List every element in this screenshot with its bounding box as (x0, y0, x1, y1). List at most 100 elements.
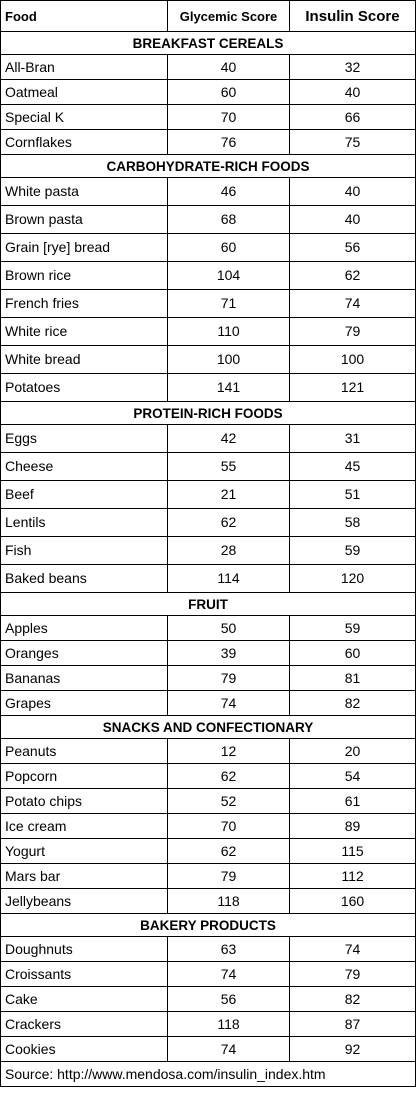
table-header-row: Food Glycemic Score Insulin Score (0, 0, 416, 32)
food-name-cell: Cake (0, 986, 168, 1012)
food-name-cell: Peanuts (0, 738, 168, 764)
table-row: Cheese 55 45 (0, 452, 416, 481)
food-name-cell: Doughnuts (0, 936, 168, 962)
insulin-score-cell: 92 (289, 1036, 416, 1062)
table-row: Apples 50 59 (0, 615, 416, 641)
insulin-score-cell: 75 (289, 129, 416, 155)
glycemic-score-cell: 79 (167, 863, 290, 889)
food-name-cell: White pasta (0, 177, 168, 206)
section-title: PROTEIN-RICH FOODS (0, 401, 416, 425)
table-row: Cake 56 82 (0, 986, 416, 1012)
food-name-cell: Cornflakes (0, 129, 168, 155)
table-row: White bread 100 100 (0, 345, 416, 374)
insulin-score-cell: 40 (289, 79, 416, 105)
table-row: Potato chips 52 61 (0, 788, 416, 814)
glycemic-score-cell: 46 (167, 177, 290, 206)
table-row: Brown pasta 68 40 (0, 205, 416, 234)
header-food: Food (0, 0, 168, 32)
insulin-score-cell: 115 (289, 838, 416, 864)
glycemic-score-cell: 42 (167, 424, 290, 453)
insulin-score-cell: 74 (289, 289, 416, 318)
glycemic-score-cell: 68 (167, 205, 290, 234)
glycemic-score-cell: 21 (167, 480, 290, 509)
section-header-row: BREAKFAST CEREALS (0, 31, 416, 55)
insulin-score-cell: 89 (289, 813, 416, 839)
glycemic-score-cell: 50 (167, 615, 290, 641)
glycemic-score-cell: 62 (167, 763, 290, 789)
table-row: Potatoes 141 121 (0, 373, 416, 402)
table-row: Bananas 79 81 (0, 665, 416, 691)
table-body: BREAKFAST CEREALS All-Bran 40 32 Oatmeal 60 40… (0, 31, 416, 1062)
food-name-cell: Popcorn (0, 763, 168, 789)
insulin-score-cell: 100 (289, 345, 416, 374)
glycemic-score-cell: 74 (167, 690, 290, 716)
food-name-cell: French fries (0, 289, 168, 318)
glycemic-score-cell: 40 (167, 54, 290, 80)
section-title: BAKERY PRODUCTS (0, 913, 416, 937)
insulin-score-cell: 120 (289, 564, 416, 593)
insulin-score-cell: 66 (289, 104, 416, 130)
table-row: Baked beans 114 120 (0, 564, 416, 593)
table-row: Beef 21 51 (0, 480, 416, 509)
header-glycemic-score: Glycemic Score (167, 0, 290, 32)
food-name-cell: Croissants (0, 961, 168, 987)
glycemic-score-cell: 52 (167, 788, 290, 814)
insulin-score-cell: 79 (289, 961, 416, 987)
food-name-cell: Beef (0, 480, 168, 509)
food-name-cell: Fish (0, 536, 168, 565)
section-title: SNACKS AND CONFECTIONARY (0, 715, 416, 739)
glycemic-score-cell: 104 (167, 261, 290, 290)
food-name-cell: Crackers (0, 1011, 168, 1037)
food-name-cell: Jellybeans (0, 888, 168, 914)
glycemic-score-cell: 141 (167, 373, 290, 402)
glycemic-score-cell: 100 (167, 345, 290, 374)
section-header-row: PROTEIN-RICH FOODS (0, 401, 416, 425)
table-row: White rice 110 79 (0, 317, 416, 346)
table-row: French fries 71 74 (0, 289, 416, 318)
table-row: Oatmeal 60 40 (0, 79, 416, 105)
glycemic-score-cell: 28 (167, 536, 290, 565)
table-row: Cornflakes 76 75 (0, 129, 416, 155)
glycemic-score-cell: 110 (167, 317, 290, 346)
insulin-score-cell: 32 (289, 54, 416, 80)
food-name-cell: Potato chips (0, 788, 168, 814)
insulin-score-cell: 160 (289, 888, 416, 914)
food-name-cell: Eggs (0, 424, 168, 453)
food-name-cell: Potatoes (0, 373, 168, 402)
food-name-cell: Grain [rye] bread (0, 233, 168, 262)
table-row: Peanuts 12 20 (0, 738, 416, 764)
insulin-score-cell: 54 (289, 763, 416, 789)
insulin-score-cell: 20 (289, 738, 416, 764)
section-header-row: BAKERY PRODUCTS (0, 913, 416, 937)
source-row: Source: http://www.mendosa.com/insulin_i… (0, 1061, 416, 1087)
food-name-cell: Grapes (0, 690, 168, 716)
food-name-cell: Oatmeal (0, 79, 168, 105)
glycemic-score-cell: 12 (167, 738, 290, 764)
table-row: Yogurt 62 115 (0, 838, 416, 864)
glycemic-score-cell: 60 (167, 79, 290, 105)
table-row: Oranges 39 60 (0, 640, 416, 666)
table-row: White pasta 46 40 (0, 177, 416, 206)
insulin-score-cell: 51 (289, 480, 416, 509)
glycemic-score-cell: 56 (167, 986, 290, 1012)
glycemic-score-cell: 62 (167, 838, 290, 864)
table-row: Grapes 74 82 (0, 690, 416, 716)
section-title: BREAKFAST CEREALS (0, 31, 416, 55)
glycemic-score-cell: 74 (167, 961, 290, 987)
section-header-row: SNACKS AND CONFECTIONARY (0, 715, 416, 739)
food-name-cell: Bananas (0, 665, 168, 691)
food-name-cell: All-Bran (0, 54, 168, 80)
section-header-row: CARBOHYDRATE-RICH FOODS (0, 154, 416, 178)
insulin-score-cell: 121 (289, 373, 416, 402)
source-note: Source: http://www.mendosa.com/insulin_i… (0, 1061, 416, 1087)
table-row: Grain [rye] bread 60 56 (0, 233, 416, 262)
table-row: Crackers 118 87 (0, 1011, 416, 1037)
food-name-cell: Lentils (0, 508, 168, 537)
food-name-cell: Cheese (0, 452, 168, 481)
section-title: CARBOHYDRATE-RICH FOODS (0, 154, 416, 178)
glycemic-score-cell: 70 (167, 813, 290, 839)
insulin-score-cell: 59 (289, 615, 416, 641)
glycemic-score-cell: 74 (167, 1036, 290, 1062)
